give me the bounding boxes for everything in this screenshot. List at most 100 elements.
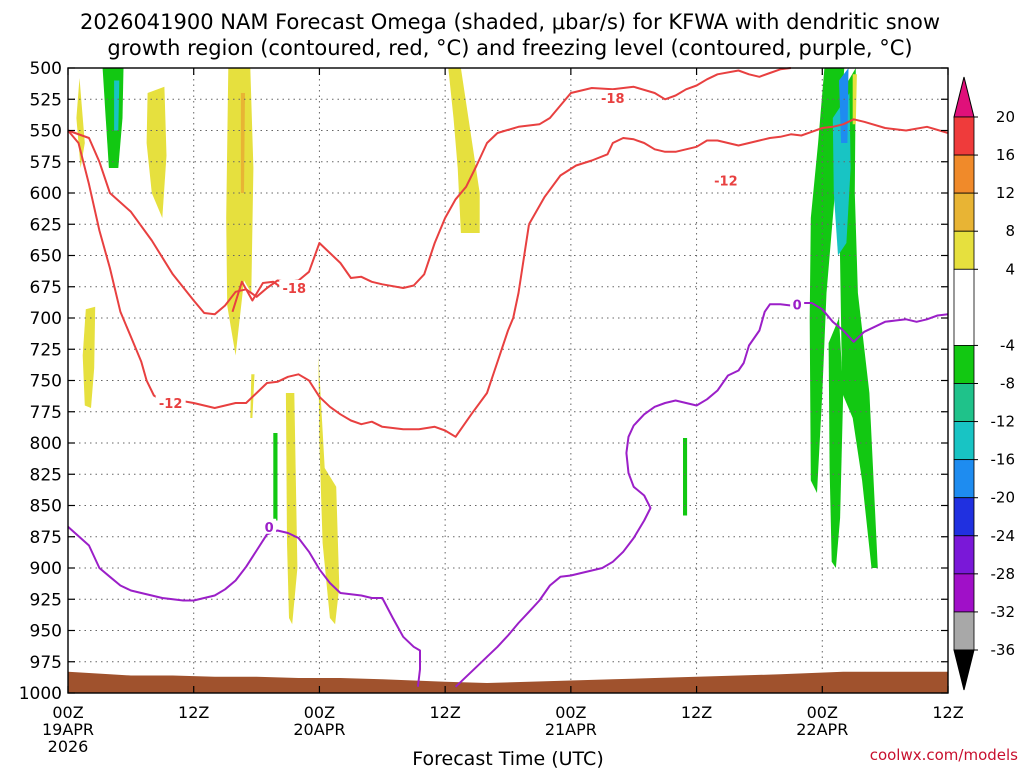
- y-tick-label: 750: [30, 372, 62, 392]
- y-tick-label: 650: [30, 247, 62, 267]
- colorbar-label: 4: [1005, 260, 1015, 278]
- contour-label-bg: [262, 518, 277, 534]
- colorbar-segment-9: [953, 497, 975, 537]
- colorbar-top-arrow: [953, 76, 975, 118]
- contour-minus18-lower: [231, 280, 285, 313]
- colorbar-label: -4: [1000, 336, 1015, 354]
- y-tick-label: 600: [30, 184, 62, 204]
- chart-title-line2: growth region (contoured, red, °C) and f…: [107, 36, 912, 60]
- colorbar: 20 16 12 8 4 -4 -8 -12 -16 -20 -24 -28 -32 -36: [953, 76, 1016, 691]
- x-tick-label: 22APR: [796, 720, 848, 739]
- x-tick-label: 2026: [48, 737, 89, 756]
- contour-label-bg: [710, 172, 741, 188]
- omega-region-5: [240, 93, 245, 193]
- contour-label-bg: [279, 280, 310, 295]
- x-tick-label: 19APR: [42, 720, 94, 739]
- y-tick-label: 850: [30, 497, 62, 517]
- y-tick-label: 800: [30, 434, 62, 454]
- colorbar-label: -32: [991, 603, 1016, 621]
- x-tick-label: 00Z: [304, 703, 335, 722]
- colorbar-segment-6: [953, 383, 975, 422]
- contour-label-minus18-upper: -18: [601, 92, 625, 107]
- colorbar-label: -16: [991, 451, 1016, 469]
- y-tick-label: 525: [30, 90, 62, 110]
- x-tick-label: 00Z: [807, 703, 838, 722]
- colorbar-label: 16: [996, 146, 1015, 164]
- ground-fill: [68, 671, 948, 693]
- contour-label-minus18-lower: -18: [283, 282, 307, 297]
- x-axis-label: Forecast Time (UTC): [412, 748, 603, 768]
- omega-shading-layer: [76, 68, 878, 625]
- y-tick-label: 900: [30, 559, 62, 579]
- omega-region-3: [146, 86, 167, 218]
- gridlines: [68, 68, 948, 693]
- omega-region-15: [828, 318, 844, 568]
- contour-label-minus12-upper: -12: [714, 175, 738, 190]
- contour-label-minus12-lower: -12: [159, 397, 183, 412]
- y-tick-label: 550: [30, 122, 62, 142]
- colorbar-segment-7: [953, 421, 975, 461]
- y-tick-label: 500: [30, 59, 62, 79]
- colorbar-segment-5: [953, 345, 975, 384]
- colorbar-segment-12: [953, 611, 975, 651]
- colorbar-label: -36: [991, 641, 1016, 659]
- chart-title-line1: 2026041900 NAM Forecast Omega (shaded, μ…: [80, 10, 940, 34]
- contour-minus12-lower: [67, 129, 530, 438]
- colorbar-label: 8: [1005, 222, 1015, 240]
- colorbar-bottom-arrow: [953, 649, 975, 691]
- x-tick-label: 20APR: [293, 720, 345, 739]
- omega-region-11: [318, 355, 340, 625]
- colorbar-label: -8: [1000, 375, 1015, 393]
- colorbar-segment-4: [953, 268, 975, 346]
- colorbar-label: -24: [991, 527, 1016, 545]
- x-tick-label: 12Z: [429, 703, 460, 722]
- y-tick-label: 975: [30, 653, 62, 673]
- contour-minus18-upper: [67, 67, 792, 316]
- x-tick-label: 12Z: [681, 703, 712, 722]
- contour-minus12-upper: [528, 118, 949, 225]
- y-tick-label: 725: [30, 340, 62, 360]
- contour-label-bg: [597, 90, 628, 105]
- colorbar-segment-11: [953, 573, 975, 613]
- colorbar-segment-3: [953, 230, 975, 270]
- colorbar-segment-0: [953, 116, 975, 156]
- colorbar-label: 12: [996, 184, 1015, 202]
- y-axis-ticks: 500 525 550 575 600 625 650 675 700 725 750 775 800 8…: [19, 59, 948, 704]
- x-tick-label: 00Z: [52, 703, 83, 722]
- colorbar-label: -20: [991, 489, 1016, 507]
- omega-region-6: [448, 68, 480, 233]
- ground-layer: [68, 671, 948, 693]
- y-tick-label: 875: [30, 528, 62, 548]
- omega-region-4: [226, 68, 254, 356]
- contour-layer: -18 -18 -12 -12 0 0: [67, 67, 949, 688]
- y-tick-label: 925: [30, 590, 62, 610]
- y-tick-label: 700: [30, 309, 62, 329]
- y-tick-label: 825: [30, 465, 62, 485]
- x-tick-label: 00Z: [555, 703, 586, 722]
- y-tick-label: 625: [30, 215, 62, 235]
- colorbar-segment-10: [953, 535, 975, 575]
- omega-region-7: [82, 306, 96, 408]
- colorbar-label: -28: [991, 565, 1016, 583]
- omega-region-12: [683, 438, 688, 516]
- contour-label-freezing-level-right: 0: [793, 298, 802, 313]
- omega-region-10: [273, 433, 278, 521]
- omega-region-9: [285, 393, 298, 625]
- colorbar-label: 20: [996, 108, 1015, 126]
- contour-freezing-level-right: [454, 302, 949, 688]
- contour-freezing-level-left: [67, 526, 421, 687]
- x-tick-label: 12Z: [932, 703, 963, 722]
- omega-region-0: [76, 78, 85, 168]
- colorbar-segment-8: [953, 459, 975, 499]
- colorbar-label: -12: [991, 413, 1016, 431]
- contour-label-bg: [790, 296, 805, 312]
- contour-label-freezing-level-left: 0: [265, 521, 274, 536]
- x-tick-label: 12Z: [178, 703, 209, 722]
- y-tick-label: 675: [30, 278, 62, 298]
- y-tick-label: 950: [30, 622, 62, 642]
- omega-region-2: [114, 80, 120, 131]
- colorbar-segment-1: [953, 154, 975, 194]
- y-tick-label: 1000: [19, 684, 62, 704]
